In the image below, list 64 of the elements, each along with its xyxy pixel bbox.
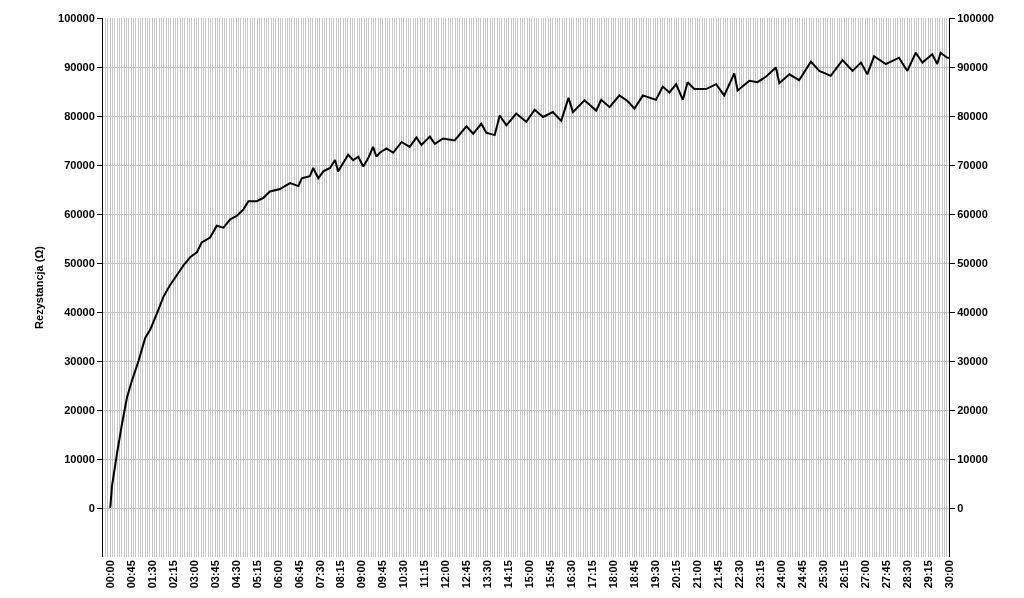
x-tick-label: 09:45 — [376, 560, 389, 589]
y2-tick-label: 30000 — [957, 354, 988, 367]
x-tick-label: 13:30 — [481, 560, 494, 589]
x-tick-label: 17:15 — [586, 560, 599, 589]
x-tick-label: 18:45 — [628, 560, 641, 589]
y-tick-label: 80000 — [64, 109, 95, 122]
y2-tick-label: 20000 — [957, 403, 988, 416]
x-tick-label: 24:00 — [774, 560, 787, 589]
x-tick-label: 11:15 — [418, 560, 431, 588]
x-tick-label: 22:30 — [732, 560, 745, 589]
x-tick-label: 09:00 — [355, 560, 368, 589]
x-tick-label: 29:15 — [921, 560, 934, 589]
x-tick-label: 24:45 — [795, 560, 808, 589]
x-tick-label: 08:15 — [334, 560, 347, 589]
x-tick-label: 21:45 — [711, 560, 724, 589]
y-tick-label: 60000 — [64, 207, 95, 220]
x-tick-label: 14:15 — [502, 560, 515, 589]
y2-tick-label: 40000 — [957, 305, 988, 318]
y-tick-label: 90000 — [64, 60, 95, 73]
y-tick-label: 0 — [88, 501, 95, 514]
y2-tick-label: 0 — [957, 501, 964, 514]
x-tick-label: 03:00 — [187, 560, 200, 589]
y-tick-label: 40000 — [64, 305, 95, 318]
y2-tick-label: 50000 — [957, 256, 988, 269]
x-tick-label: 03:45 — [208, 560, 221, 589]
x-tick-label: 19:30 — [649, 560, 662, 589]
x-tick-label: 23:15 — [753, 560, 766, 589]
x-tick-label: 27:45 — [879, 560, 892, 589]
x-tick-label: 04:30 — [229, 560, 242, 589]
x-tick-label: 10:30 — [397, 560, 410, 589]
x-tick-label: 25:30 — [816, 560, 829, 589]
x-tick-label: 27:00 — [858, 560, 871, 589]
x-tick-label: 00:00 — [103, 560, 116, 589]
x-tick-label: 30:00 — [942, 560, 955, 589]
x-tick-label: 28:30 — [900, 560, 913, 589]
x-tick-label: 06:45 — [292, 560, 305, 589]
x-tick-label: 07:30 — [313, 560, 326, 589]
y-tick-label: 100000 — [58, 11, 95, 24]
x-tick-label: 12:00 — [439, 560, 452, 589]
y2-tick-label: 80000 — [957, 109, 988, 122]
x-tick-label: 00:45 — [124, 560, 137, 589]
x-tick-label: 20:15 — [669, 560, 682, 589]
x-tick-label: 16:30 — [565, 560, 578, 589]
y2-tick-label: 60000 — [957, 207, 988, 220]
x-tick-label: 05:15 — [250, 560, 263, 589]
x-tick-label: 15:45 — [544, 560, 557, 589]
x-tick-label: 15:00 — [523, 560, 536, 589]
x-tick-label: 26:15 — [837, 560, 850, 589]
x-tick-label: 21:00 — [690, 560, 703, 589]
x-tick-label: 06:00 — [271, 560, 284, 589]
y-tick-label: 50000 — [64, 256, 95, 269]
y-tick-label: 30000 — [64, 354, 95, 367]
x-tick-label: 18:00 — [607, 560, 620, 589]
x-tick-label: 12:45 — [460, 560, 473, 589]
y2-tick-label: 70000 — [957, 158, 988, 171]
x-tick-label: 02:15 — [166, 560, 179, 589]
x-tick-label: 01:30 — [145, 560, 158, 589]
y2-tick-label: 90000 — [957, 60, 988, 73]
y-axis-title: Rezystancja (Ω) — [32, 245, 45, 329]
y-tick-label: 10000 — [64, 452, 95, 465]
y2-tick-label: 100000 — [957, 11, 994, 24]
y2-tick-label: 10000 — [957, 452, 988, 465]
y-tick-label: 20000 — [64, 403, 95, 416]
y-tick-label: 70000 — [64, 158, 95, 171]
